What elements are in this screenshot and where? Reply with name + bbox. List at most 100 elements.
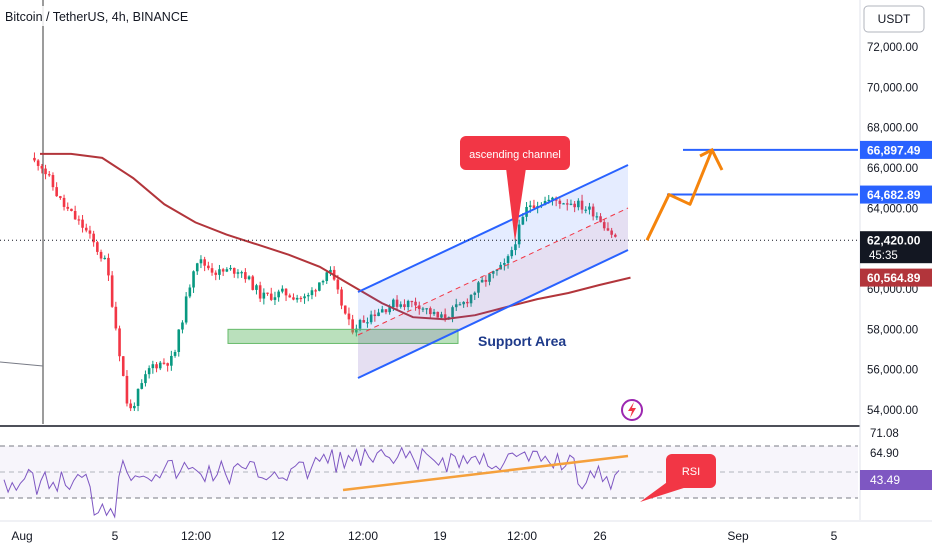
rsi-callout-label: RSI [682, 466, 700, 478]
candle-up [192, 271, 195, 288]
candle-up [562, 203, 565, 205]
candle-up [236, 272, 240, 274]
candle-down [351, 319, 354, 333]
flash-icon-bolt [628, 402, 636, 418]
candle-down [99, 251, 103, 259]
candle-down [203, 259, 206, 266]
candle-down [602, 222, 606, 229]
candle-up [369, 314, 373, 323]
candle-up [425, 308, 428, 310]
candle-up [454, 304, 458, 308]
candle-down [410, 300, 414, 303]
candle-down [373, 314, 377, 317]
y-tick-label: 60,000.00 [867, 284, 918, 296]
candle-up [588, 206, 591, 210]
candle-up [325, 272, 329, 282]
candle-down [66, 206, 70, 209]
candle-up [491, 271, 495, 274]
y-tick-label: 56,000.00 [867, 365, 918, 377]
x-tick-label: 12:00 [507, 529, 537, 543]
candle-up [421, 308, 425, 310]
candle-up [170, 355, 173, 366]
rsi-callout-pointer [640, 480, 690, 502]
candle-up [329, 269, 332, 273]
candle-up [358, 320, 362, 329]
candle-down [36, 160, 40, 166]
candle-down [221, 269, 225, 272]
candle-up [151, 364, 155, 369]
candle-up [451, 307, 454, 318]
candle-down [244, 272, 247, 280]
candle-down [258, 285, 262, 299]
candle-down [207, 265, 210, 269]
candle-down [384, 309, 388, 313]
ascending-channel-label: ascending channel [469, 149, 561, 161]
candle-up [177, 329, 181, 352]
chart-title: Bitcoin / TetherUS, 4h, BINANCE [5, 10, 188, 24]
candle-up [506, 256, 510, 264]
candle-up [247, 276, 251, 280]
candle-up [184, 296, 188, 323]
rsi-line [3, 446, 620, 519]
candle-down [558, 200, 562, 204]
candle-down [362, 320, 366, 323]
candle-up [399, 304, 403, 307]
candle-up [495, 269, 499, 272]
candle-down [284, 288, 288, 296]
x-tick-label: 19 [433, 529, 447, 543]
candle-up [158, 362, 162, 369]
candle-up [355, 328, 358, 333]
candle-down [614, 234, 617, 237]
candle-down [162, 362, 166, 364]
projection-arrowhead [699, 147, 724, 171]
channel-callout-box [460, 136, 570, 170]
candle-down [251, 276, 255, 290]
candle-down [414, 301, 417, 306]
candle-down [599, 216, 602, 223]
y-tick-label: 64,000.00 [867, 203, 918, 215]
candle-down [565, 203, 569, 205]
candle-down [347, 313, 351, 320]
candle-up [321, 281, 325, 283]
rsi-value-tag: 43.49 [870, 473, 900, 487]
candle-up [366, 322, 369, 324]
support-area-label: Support Area [478, 333, 566, 349]
candle-up [273, 297, 277, 300]
candle-up [469, 294, 473, 304]
moving-average-tag-bg [860, 268, 932, 287]
candle-up [462, 301, 465, 305]
candle-down [155, 364, 158, 369]
candle-down [343, 305, 347, 314]
candle-down [429, 308, 432, 315]
candle-down [580, 200, 584, 210]
candle-down [484, 279, 488, 282]
candle-down [107, 257, 110, 276]
x-tick-label: 12:00 [181, 529, 211, 543]
candle-up [517, 224, 521, 245]
rsi-trendline [342, 454, 629, 492]
candle-down [573, 203, 576, 208]
x-tick-label: 5 [831, 529, 838, 543]
candle-up [584, 209, 588, 211]
title-bg [0, 6, 208, 26]
currency-button[interactable] [863, 5, 925, 33]
candle-up [488, 273, 491, 282]
candle-up [136, 388, 140, 406]
candle-up [377, 312, 380, 317]
candle-up [303, 296, 306, 299]
candle-down [129, 403, 132, 409]
candle-down [436, 311, 440, 318]
candle-up [188, 287, 192, 297]
candle-down [299, 297, 303, 300]
rsi-callout-box [666, 454, 716, 488]
candle-down [118, 328, 121, 357]
candle-up [133, 405, 136, 409]
x-tick-label: 26 [593, 529, 607, 543]
target-2-tag-bg [860, 140, 932, 159]
candle-down [51, 175, 55, 188]
x-tick-label: Sep [727, 529, 749, 543]
candle-up [140, 383, 144, 389]
target-1-tag-bg [860, 185, 932, 204]
candle-up [181, 322, 184, 330]
